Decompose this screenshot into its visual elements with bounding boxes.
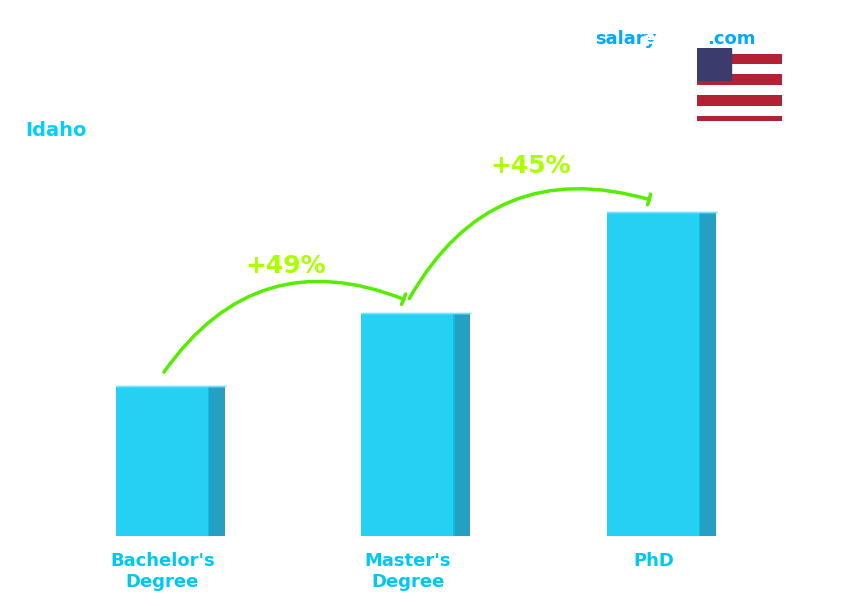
Bar [697,85,782,95]
Text: .com: .com [707,30,756,48]
Text: Average Yearly Salary: Average Yearly Salary [812,235,824,371]
Text: +49%: +49% [245,254,326,278]
Bar [361,313,455,536]
Bar [697,48,731,79]
Text: 167,000 USD: 167,000 USD [343,284,473,302]
Bar [697,116,782,127]
Bar [697,105,782,116]
Bar [697,54,782,64]
Text: 242,000 USD: 242,000 USD [588,184,719,202]
Bar [607,213,700,536]
Bar [697,64,782,75]
Bar [453,313,470,536]
Bar [697,95,782,105]
Text: Salary Comparison By Education: Salary Comparison By Education [26,36,582,65]
Text: explorer: explorer [643,30,728,48]
Text: +45%: +45% [490,154,571,178]
Bar [699,213,716,536]
Bar [116,386,209,536]
Bar [697,75,782,85]
Text: 112,000 USD: 112,000 USD [97,358,228,375]
Text: Director of Medical Staff Services: Director of Medical Staff Services [26,82,373,102]
Text: Idaho: Idaho [26,121,87,140]
Text: salary: salary [595,30,656,48]
Bar [207,386,224,536]
